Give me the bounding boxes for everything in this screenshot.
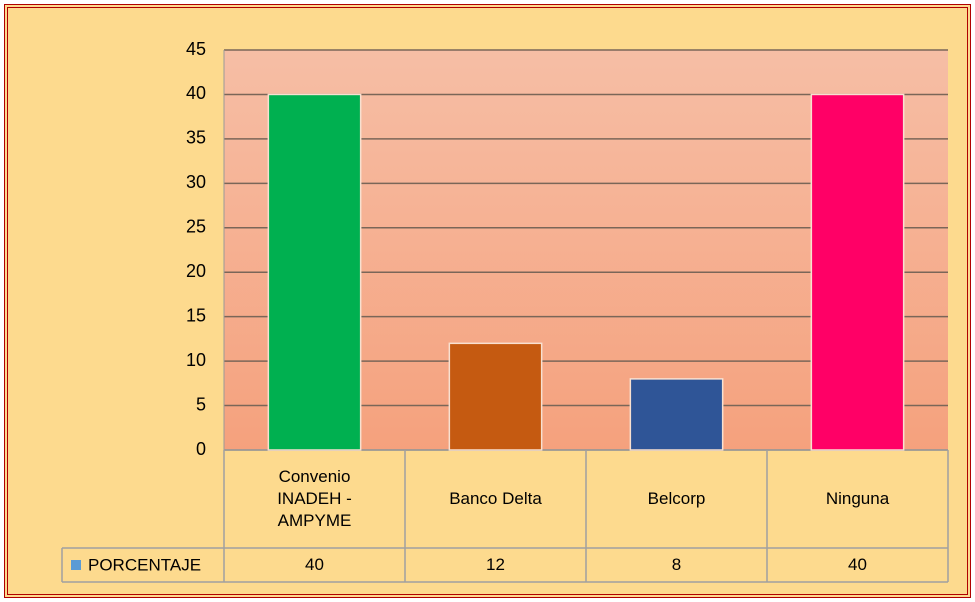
y-tick-label: 40 [186, 83, 206, 103]
y-tick-label: 5 [196, 394, 206, 414]
y-tick-label: 15 [186, 305, 206, 325]
legend-key [71, 560, 81, 570]
table-value: 40 [305, 555, 324, 574]
bar [267, 93, 362, 451]
y-tick-label: 10 [186, 350, 206, 370]
y-tick-label: 35 [186, 128, 206, 148]
y-tick-label: 0 [196, 439, 206, 459]
y-tick-label: 20 [186, 261, 206, 281]
category-label: Belcorp [647, 489, 706, 508]
category-label: Convenio INADEH - AMPYME [277, 467, 352, 530]
y-tick-label: 25 [186, 217, 206, 237]
legend-label: PORCENTAJE [88, 555, 201, 574]
table-value: 8 [671, 555, 682, 574]
bar [810, 93, 905, 451]
category-label: Ninguna [825, 489, 890, 508]
table-value: 12 [486, 555, 505, 574]
category-label: Banco Delta [449, 489, 542, 508]
y-tick-label: 30 [186, 172, 206, 192]
table-value: 40 [848, 555, 867, 574]
bar [629, 378, 724, 451]
bar [448, 342, 543, 451]
y-tick-label: 45 [186, 39, 206, 59]
